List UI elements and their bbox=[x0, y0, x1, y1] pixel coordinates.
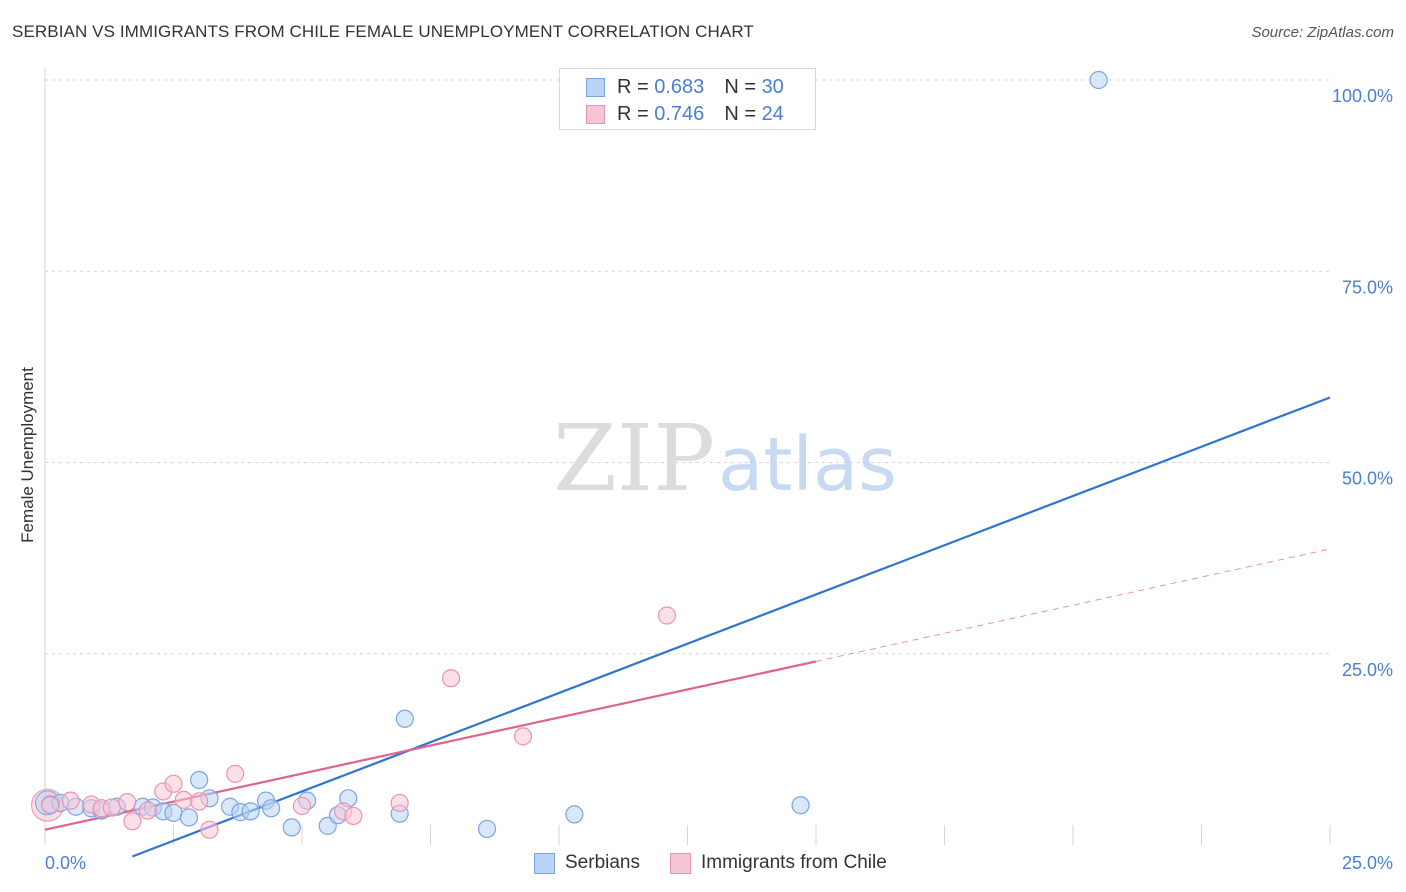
data-point bbox=[61, 791, 80, 810]
y-tick-label: 25.0% bbox=[1342, 660, 1393, 680]
legend-swatch-pink bbox=[586, 104, 605, 124]
y-tick-label: 100.0% bbox=[1332, 86, 1393, 106]
data-point bbox=[241, 802, 260, 821]
legend-row-serbians: R = 0.683 N = 30 bbox=[586, 74, 784, 100]
data-point bbox=[164, 774, 183, 793]
data-point bbox=[138, 801, 157, 820]
data-points bbox=[31, 70, 1108, 839]
trendline bbox=[44, 660, 817, 831]
trendlines bbox=[44, 396, 1331, 858]
legend-n-value: 24 bbox=[761, 102, 784, 125]
legend-r-label: R = bbox=[617, 75, 649, 98]
data-point bbox=[395, 709, 414, 728]
data-point bbox=[190, 792, 209, 811]
legend-label-serbians: Serbians bbox=[565, 852, 640, 873]
watermark-atlas: atlas bbox=[718, 422, 897, 508]
grid-lines bbox=[44, 68, 1331, 845]
data-point bbox=[791, 796, 810, 815]
data-point bbox=[200, 820, 219, 839]
legend-n-value: 30 bbox=[761, 75, 784, 98]
data-point bbox=[102, 798, 121, 817]
y-tick-label: 50.0% bbox=[1342, 469, 1393, 489]
legend-swatch-chile bbox=[670, 852, 691, 874]
watermark: ZIP atlas bbox=[553, 405, 897, 512]
correlation-legend: R = 0.683 N = 30 R = 0.746 N = 24 bbox=[559, 68, 816, 130]
data-point bbox=[118, 793, 137, 812]
legend-row-chile: R = 0.746 N = 24 bbox=[586, 101, 784, 127]
legend-r-label: R = bbox=[617, 102, 649, 125]
data-point bbox=[441, 669, 461, 688]
legend-r-value: 0.683 bbox=[654, 75, 705, 98]
data-point bbox=[226, 764, 245, 783]
data-point bbox=[390, 793, 409, 813]
data-point bbox=[1089, 70, 1108, 90]
data-point bbox=[565, 805, 584, 824]
data-point bbox=[179, 808, 199, 827]
legend-item-chile: Immigrants from Chile bbox=[670, 852, 887, 874]
data-point bbox=[477, 819, 497, 839]
legend-swatch-serbians bbox=[534, 852, 555, 874]
watermark-zip: ZIP bbox=[553, 405, 715, 512]
trendline bbox=[131, 396, 1331, 858]
x-tick-label: 25.0% bbox=[1342, 853, 1393, 873]
y-tick-label: 75.0% bbox=[1342, 277, 1393, 297]
data-point bbox=[513, 727, 533, 746]
data-point bbox=[41, 796, 60, 815]
source-label: Source: ZipAtlas.com bbox=[1251, 24, 1394, 41]
data-point bbox=[657, 606, 677, 625]
x-tick-label: 0.0% bbox=[45, 853, 86, 873]
data-point bbox=[123, 812, 142, 831]
chart-title: SERBIAN VS IMMIGRANTS FROM CHILE FEMALE … bbox=[12, 22, 754, 41]
y-axis-label: Female Unemployment bbox=[18, 367, 37, 543]
data-point bbox=[174, 790, 193, 809]
data-point bbox=[282, 818, 301, 837]
series-legend: Serbians Immigrants from Chile bbox=[534, 852, 917, 874]
legend-item-serbians: Serbians bbox=[534, 852, 640, 874]
legend-label-chile: Immigrants from Chile bbox=[701, 852, 887, 873]
data-point bbox=[190, 770, 209, 790]
data-point bbox=[292, 796, 312, 816]
legend-r-value: 0.746 bbox=[654, 102, 705, 125]
data-point bbox=[262, 799, 281, 818]
tick-labels: 25.0% 50.0% 75.0% 100.0% 0.0% 25.0% bbox=[45, 86, 1393, 873]
legend-n-label: N = bbox=[724, 102, 756, 125]
legend-swatch-blue bbox=[586, 77, 605, 97]
data-point bbox=[344, 806, 363, 826]
legend-n-label: N = bbox=[724, 75, 756, 98]
